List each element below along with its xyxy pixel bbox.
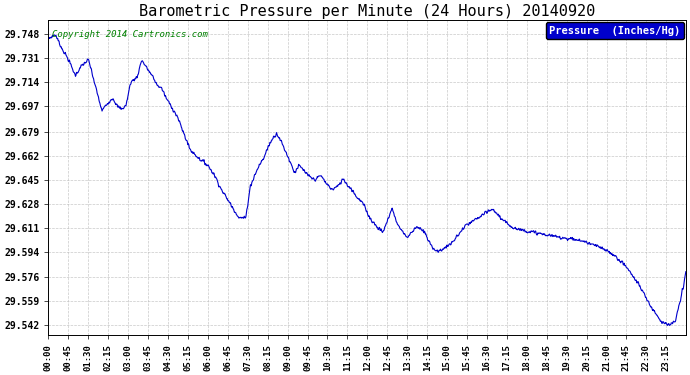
Title: Barometric Pressure per Minute (24 Hours) 20140920: Barometric Pressure per Minute (24 Hours… <box>139 4 595 19</box>
Text: Copyright 2014 Cartronics.com: Copyright 2014 Cartronics.com <box>52 30 208 39</box>
Legend: Pressure  (Inches/Hg): Pressure (Inches/Hg) <box>546 22 684 39</box>
